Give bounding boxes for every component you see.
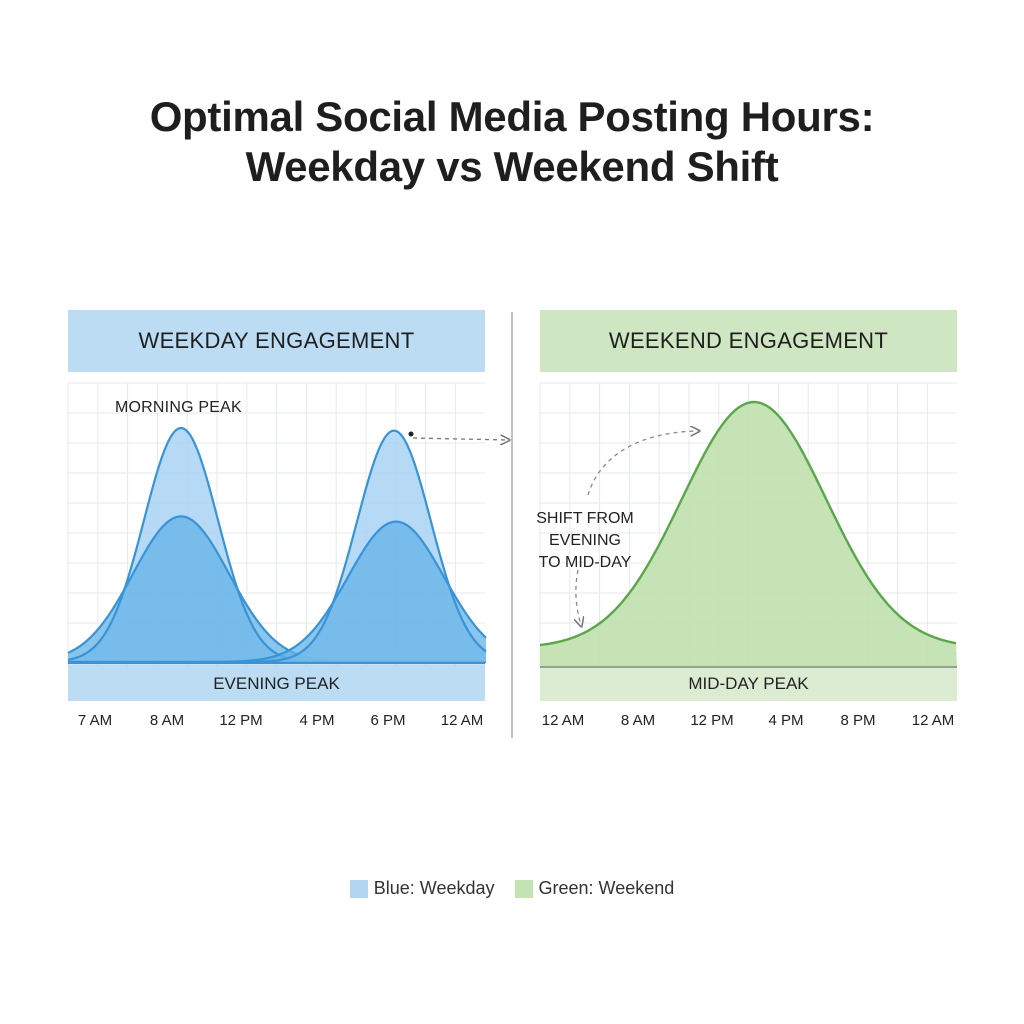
weekend-marks (539, 400, 957, 668)
weekday-tick-3: 12 PM (219, 712, 263, 729)
weekend-peak-area (540, 402, 957, 668)
legend-item-weekend: Green: Weekend (514, 878, 675, 899)
legend-swatch-weekday (349, 879, 368, 898)
weekday-tick-2: 8 AM (149, 712, 185, 729)
shift-line-3: TO MID-DAY (538, 554, 632, 571)
weekday-peak-2-inner-area (68, 521, 486, 662)
shift-arrow-upper (587, 431, 698, 496)
weekend-tick-5: 8 PM (840, 712, 876, 729)
title-line-2: Weekday vs Weekend Shift (245, 143, 779, 190)
weekend-band-label: MID-DAY PEAK (688, 674, 809, 693)
shift-arrow-lower (576, 569, 581, 625)
chart-title: Optimal Social Media Posting Hours: Week… (0, 92, 1024, 192)
weekend-band-bg (540, 665, 957, 701)
weekday-tick-6: 12 AM (440, 712, 484, 729)
weekend-tick-1: 12 AM (541, 712, 585, 729)
weekend-header-bg (540, 310, 957, 372)
weekend-tick-2: 8 AM (620, 712, 656, 729)
legend-label-weekday: Blue: Weekday (373, 878, 495, 898)
morning-peak-label: MORNING PEAK (115, 399, 242, 416)
weekend-tick-6: 12 AM (911, 712, 955, 729)
weekday-tick-1: 7 AM (77, 712, 113, 729)
legend: Blue: Weekday Green: Weekend (0, 878, 1024, 899)
weekday-header-bg (68, 310, 485, 372)
weekday-peak-1-inner-area (68, 516, 486, 662)
legend-label-weekend: Green: Weekend (538, 878, 675, 898)
weekday-band-label: EVENING PEAK (213, 674, 340, 693)
weekday-tick-5: 6 PM (370, 712, 406, 729)
shift-line-2: EVENING (548, 532, 621, 549)
weekend-panel-title: WEEKEND ENGAGEMENT (608, 328, 889, 353)
weekend-peak-line (539, 400, 957, 647)
evening-peak-dot (408, 431, 414, 437)
shift-line-1: SHIFT FROM (536, 510, 634, 527)
weekday-to-weekend-arrow (412, 438, 508, 440)
shift-annotation: SHIFT FROM EVENING TO MID-DAY (520, 508, 650, 574)
weekend-tick-3: 12 PM (690, 712, 734, 729)
weekday-band-bg (68, 665, 485, 701)
legend-swatch-weekend (514, 879, 533, 898)
title-line-1: Optimal Social Media Posting Hours: (149, 93, 875, 140)
weekend-tick-4: 4 PM (768, 712, 804, 729)
weekday-tick-4: 4 PM (299, 712, 335, 729)
legend-item-weekday: Blue: Weekday (349, 878, 495, 899)
weekday-marks (67, 427, 487, 665)
weekday-panel-title: WEEKDAY ENGAGEMENT (138, 328, 415, 353)
